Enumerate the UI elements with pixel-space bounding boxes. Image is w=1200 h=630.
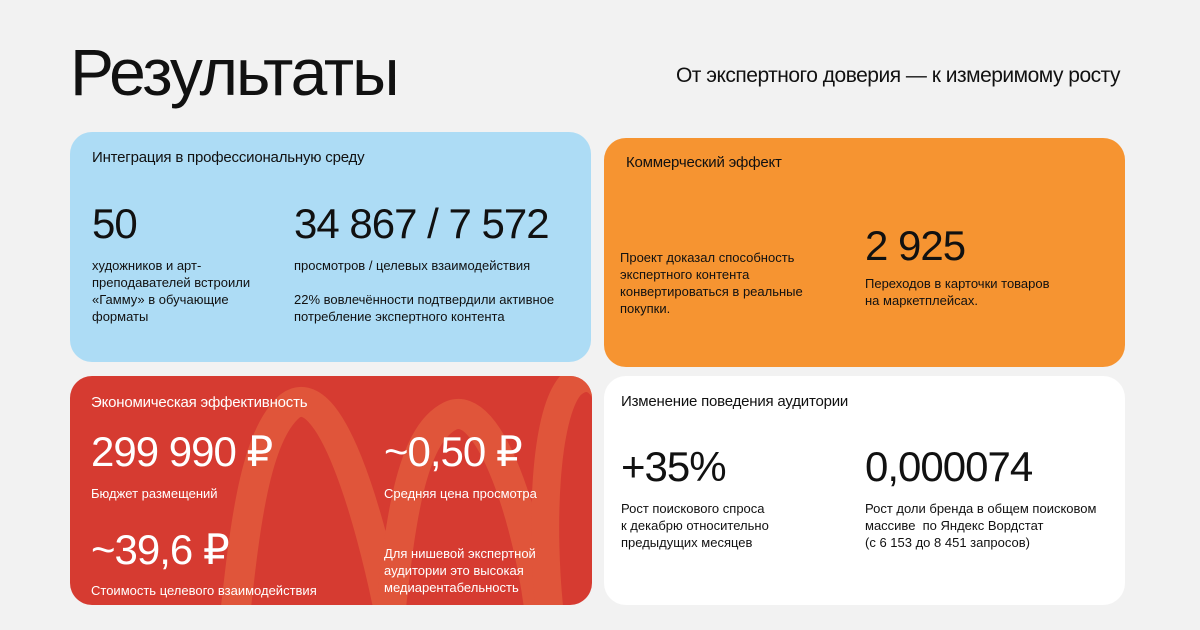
- text-line: 22% вовлечённости подтвердили активное: [294, 292, 555, 307]
- integration-card: Интеграция в профессиональную среду 50 х…: [70, 132, 591, 362]
- card-title: Экономическая эффективность: [91, 394, 308, 411]
- commercial-card: Коммерческий эффект Проект доказал спосо…: [604, 138, 1125, 367]
- text-line: Переходов в карточки товаров: [865, 276, 1050, 291]
- text-line: Рост доли бренда в общем поисковом: [865, 501, 1097, 516]
- text-line: художников и арт-: [92, 258, 202, 273]
- text-line: конвертироваться в реальные: [620, 284, 803, 299]
- text-line: медиарентабельность: [384, 580, 519, 595]
- stat-description: Переходов в карточки товаров на маркетпл…: [865, 275, 1050, 309]
- text-line: «Гамму» в обучающие: [92, 292, 229, 307]
- card-title: Изменение поведения аудитории: [621, 393, 849, 410]
- text-line: преподавателей встроили: [92, 275, 251, 290]
- interaction-cost-value: ~39,6 ₽: [91, 526, 230, 573]
- interaction-cost-label: Стоимость целевого взаимодействия: [91, 583, 317, 598]
- text-line: массиве по Яндекс Вордстат: [865, 518, 1044, 533]
- view-price-label: Средняя цена просмотра: [384, 486, 537, 501]
- budget-label: Бюджет размещений: [91, 486, 218, 501]
- text-line: Рост поискового спроса: [621, 501, 765, 516]
- stat-description: Рост поискового спроса к декабрю относит…: [621, 500, 769, 551]
- decorative-swirl-icon: [221, 376, 592, 605]
- stat-description: Рост доли бренда в общем поисковом масси…: [865, 500, 1096, 551]
- stat-value: +35%: [621, 443, 727, 490]
- budget-value: 299 990 ₽: [91, 428, 273, 475]
- commercial-description: Проект доказал способность экспертного к…: [620, 249, 803, 317]
- stat-value: 34 867 / 7 572: [294, 200, 550, 247]
- text-line: экспертного контента: [620, 267, 750, 282]
- text-line: покупки.: [620, 301, 671, 316]
- stat-value: 50: [92, 200, 138, 247]
- text-line: (с 6 153 до 8 451 запросов): [865, 535, 1030, 550]
- text-line: Проект доказал способность: [620, 250, 795, 265]
- stat-label: просмотров / целевых взаимодействия: [294, 258, 531, 273]
- text-line: предыдущих месяцев: [621, 535, 753, 550]
- stat-description: художников и арт- преподавателей встроил…: [92, 257, 250, 325]
- stat-value: 2 925: [865, 222, 966, 269]
- page-title: Результаты: [70, 35, 400, 109]
- economic-note: Для нишевой экспертной аудитории это выс…: [384, 545, 536, 596]
- card-title: Интеграция в профессиональную среду: [92, 149, 365, 166]
- text-line: на маркетплейсах.: [865, 293, 978, 308]
- text-line: аудитории это высокая: [384, 563, 524, 578]
- stat-value: 0,000074: [865, 443, 1033, 490]
- text-line: форматы: [92, 309, 149, 324]
- page-subtitle: От экспертного доверия — к измеримому ро…: [675, 64, 1121, 87]
- stat-note: 22% вовлечённости подтвердили активное п…: [294, 291, 554, 325]
- text-line: к декабрю относительно: [621, 518, 769, 533]
- text-line: Для нишевой экспертной: [384, 546, 536, 561]
- economic-card: Экономическая эффективность 299 990 ₽ Бю…: [70, 376, 592, 605]
- behavior-card: Изменение поведения аудитории +35% Рост …: [604, 376, 1125, 605]
- view-price-value: ~0,50 ₽: [384, 428, 523, 475]
- text-line: потребление экспертного контента: [294, 309, 505, 324]
- card-title: Коммерческий эффект: [626, 154, 782, 171]
